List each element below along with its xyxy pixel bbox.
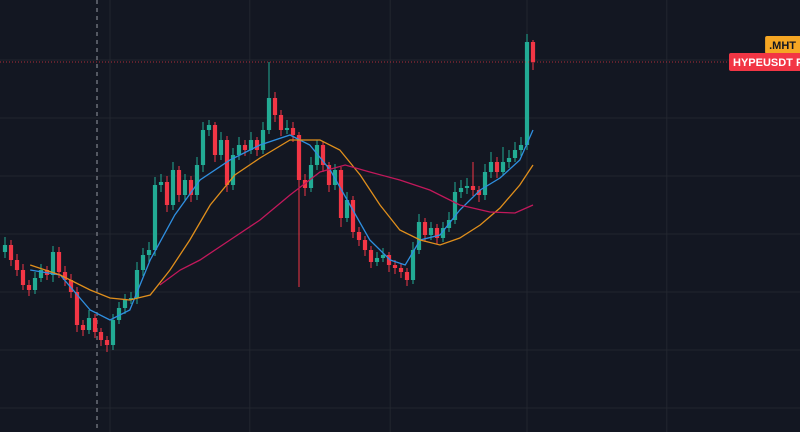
candle-body bbox=[62, 272, 68, 280]
candle-body bbox=[356, 232, 362, 240]
candle-body bbox=[326, 165, 332, 185]
candle-body bbox=[206, 125, 212, 130]
candle-body bbox=[164, 182, 170, 205]
candle-body bbox=[260, 130, 266, 150]
candle-body bbox=[410, 250, 416, 280]
candle-body bbox=[470, 186, 476, 190]
candle-body bbox=[128, 298, 134, 300]
candle-body bbox=[116, 308, 122, 320]
candle-body bbox=[122, 300, 128, 308]
candle-body bbox=[392, 265, 398, 268]
candle-body bbox=[296, 135, 302, 180]
candle-body bbox=[146, 250, 152, 255]
candle-body bbox=[272, 98, 278, 115]
candle-body bbox=[50, 252, 56, 275]
candle-body bbox=[20, 270, 26, 285]
candle-body bbox=[434, 228, 440, 238]
candle-body bbox=[494, 162, 500, 172]
candle-body bbox=[440, 228, 446, 238]
candle-body bbox=[506, 158, 512, 162]
candle-body bbox=[398, 268, 404, 272]
candle-body bbox=[242, 145, 248, 150]
candle-body bbox=[14, 260, 20, 270]
candle-body bbox=[236, 145, 242, 155]
price-tag: HYPEUSDT P bbox=[729, 53, 800, 71]
price-tag-box bbox=[729, 53, 800, 71]
candle-body bbox=[218, 140, 224, 155]
candle-body bbox=[86, 318, 92, 330]
candle-body bbox=[320, 145, 326, 165]
candle-body bbox=[26, 285, 32, 290]
candle-body bbox=[200, 130, 206, 165]
candle-body bbox=[170, 170, 176, 205]
candle-body bbox=[56, 252, 62, 272]
candle-body bbox=[386, 255, 392, 265]
candle-body bbox=[74, 292, 80, 325]
candle-body bbox=[182, 180, 188, 195]
candle-body bbox=[194, 165, 200, 195]
plot: .MHT HYPEUSDT P bbox=[0, 34, 800, 352]
candle-body bbox=[488, 162, 494, 172]
candle-body bbox=[134, 270, 140, 298]
candle-body bbox=[152, 185, 158, 250]
moving-average bbox=[30, 129, 534, 321]
price-tag: .MHT bbox=[765, 36, 800, 54]
candle-body bbox=[2, 245, 8, 252]
candle-body bbox=[254, 140, 260, 150]
candle-body bbox=[374, 258, 380, 262]
candle-body bbox=[140, 255, 146, 270]
candle-body bbox=[422, 222, 428, 235]
price-tag-label: HYPEUSDT P bbox=[733, 57, 800, 69]
candle-body bbox=[380, 255, 386, 258]
candle-body bbox=[350, 200, 356, 232]
candle-body bbox=[290, 128, 296, 135]
candle-body bbox=[404, 272, 410, 280]
candle-body bbox=[476, 190, 482, 195]
candle-body bbox=[68, 280, 74, 292]
candle-body bbox=[308, 165, 314, 188]
candle-body bbox=[458, 188, 464, 192]
candle-body bbox=[32, 278, 38, 290]
candle-body bbox=[98, 332, 104, 340]
moving-average bbox=[159, 164, 534, 286]
candle-body bbox=[230, 155, 236, 185]
candle-body bbox=[524, 42, 530, 145]
price-tag-label: .MHT bbox=[769, 40, 796, 52]
candle-body bbox=[500, 162, 506, 172]
candle-body bbox=[314, 145, 320, 165]
candle-body bbox=[338, 170, 344, 218]
candle-body bbox=[416, 222, 422, 250]
candle-body bbox=[158, 182, 164, 185]
candle-body bbox=[464, 186, 470, 188]
candle-body bbox=[452, 192, 458, 220]
price-tag-box bbox=[765, 36, 800, 54]
candle-body bbox=[266, 98, 272, 130]
candle-body bbox=[104, 340, 110, 345]
candle-body bbox=[482, 172, 488, 195]
candle-body bbox=[368, 250, 374, 262]
candle-body bbox=[518, 145, 524, 150]
candle-body bbox=[530, 42, 536, 62]
candle-body bbox=[362, 240, 368, 250]
candle-body bbox=[38, 270, 44, 278]
candle-body bbox=[344, 200, 350, 218]
candle-body bbox=[110, 320, 116, 345]
candle-body bbox=[248, 140, 254, 150]
moving-average bbox=[29, 139, 534, 301]
candle-body bbox=[8, 245, 14, 260]
candle-body bbox=[80, 325, 86, 330]
candle-body bbox=[512, 150, 518, 158]
candle-body bbox=[188, 180, 194, 195]
candle-body bbox=[176, 170, 182, 195]
candle-body bbox=[278, 115, 284, 130]
candle-body bbox=[428, 228, 434, 235]
candle-body bbox=[284, 128, 290, 130]
candle-body bbox=[92, 318, 98, 332]
candle-body bbox=[212, 125, 218, 155]
